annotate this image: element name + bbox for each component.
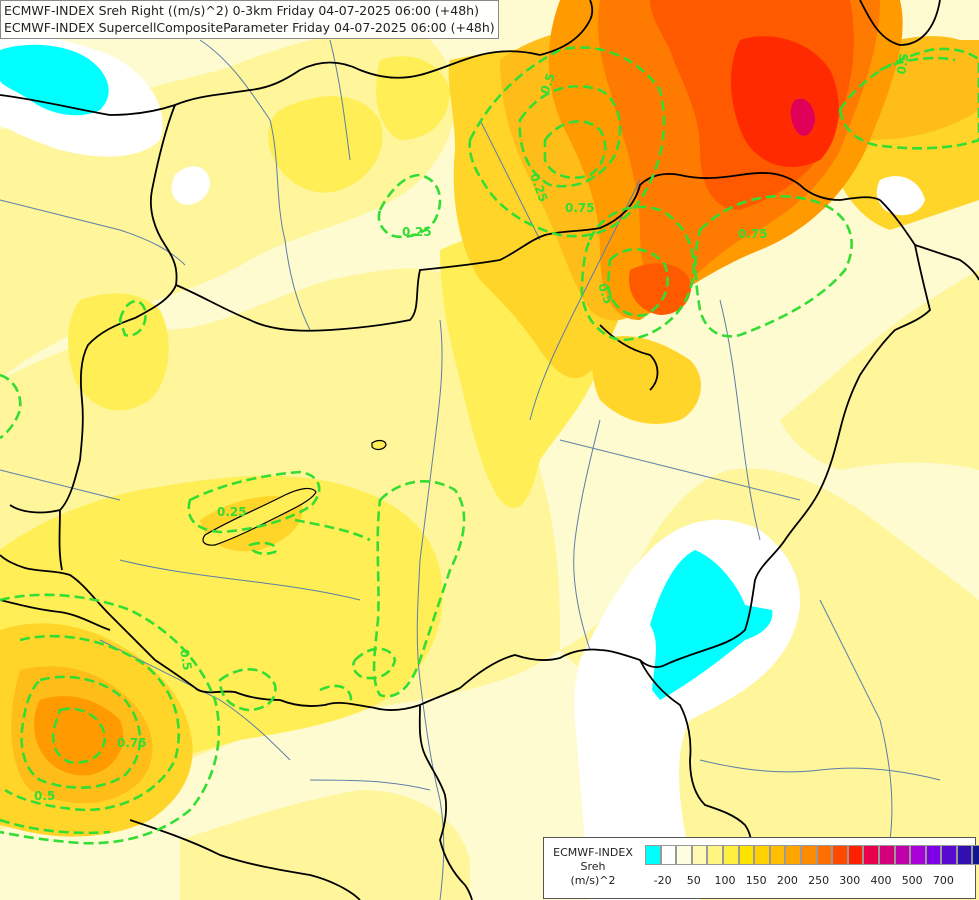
legend-tick-label: 300	[839, 874, 861, 887]
contour-label: 0.5	[595, 281, 615, 306]
contour-label: 0.75	[738, 227, 768, 241]
contour-labels: 0.25 0.5 0.75 0.25 0.5 0.75 0.25 0.5 0.7…	[34, 52, 912, 803]
map-title-line-1: ECMWF-INDEX Sreh Right ((m/s)^2) 0-3km F…	[4, 3, 479, 18]
legend-swatch	[925, 845, 942, 865]
scp-contours	[0, 46, 979, 845]
sreh-field-magenta	[790, 98, 815, 136]
legend-tick-label: 50	[686, 874, 701, 887]
legend-title-line-3: (m/s)^2	[570, 874, 616, 887]
contour-label: 0.5	[177, 648, 194, 671]
legend-title: ECMWF-INDEX Sreh (m/s)^2	[548, 846, 638, 888]
map-title-box: ECMWF-INDEX Sreh Right ((m/s)^2) 0-3km F…	[0, 0, 499, 39]
legend-swatch	[832, 845, 848, 865]
contour-label: 0.25	[217, 505, 247, 519]
contour-label: 0.25	[402, 225, 432, 239]
legend-swatch	[769, 845, 786, 865]
legend-tick-label: 150	[745, 874, 767, 887]
rivers	[0, 39, 941, 900]
sreh-field-red	[730, 36, 839, 168]
legend-swatch	[738, 845, 755, 865]
contour-label: 0.75	[565, 201, 595, 215]
legend-tick-label: 500	[901, 874, 923, 887]
legend-swatch	[847, 845, 864, 865]
map-title-line-2: ECMWF-INDEX SupercellCompositeParameter …	[4, 20, 495, 35]
legend-tick-label: 700	[932, 874, 954, 887]
legend-tick-label: 200	[776, 874, 798, 887]
legend-swatch	[816, 845, 833, 865]
legend-swatch	[894, 845, 911, 865]
legend-title-line-2: Sreh	[580, 860, 606, 873]
sreh-field-low	[0, 35, 925, 900]
legend-swatch	[800, 845, 817, 865]
legend-swatch	[910, 845, 926, 865]
legend-swatch	[691, 845, 708, 865]
color-legend: ECMWF-INDEX Sreh (m/s)^2 -20 50 100 150 200 2…	[543, 837, 979, 899]
legend-swatch	[676, 845, 692, 865]
legend-title-line-1: ECMWF-INDEX	[553, 846, 633, 859]
contour-label: 0.5	[894, 52, 911, 75]
legend-swatch	[863, 845, 879, 865]
legend-swatch	[707, 845, 723, 865]
legend-swatch	[722, 845, 739, 865]
contour-label: 0.75	[117, 736, 147, 750]
legend-swatch	[972, 845, 979, 865]
legend-swatch	[645, 845, 661, 865]
legend-tick-label: 250	[808, 874, 830, 887]
legend-swatch	[941, 845, 957, 865]
legend-swatch	[956, 845, 973, 865]
legend-swatch	[754, 845, 770, 865]
contour-label: 0.5	[34, 789, 55, 803]
legend-tick-label: 400	[870, 874, 892, 887]
legend-swatch	[878, 845, 895, 865]
legend-color-scale	[645, 845, 979, 865]
legend-tick-label: 100	[714, 874, 736, 887]
legend-swatch	[660, 845, 677, 865]
contour-label: 0.5	[538, 71, 558, 96]
legend-tick-label: -20	[653, 874, 672, 887]
legend-ticks: -20 50 100 150 200 250 300 400 500 700	[645, 874, 971, 890]
legend-swatch	[785, 845, 801, 865]
